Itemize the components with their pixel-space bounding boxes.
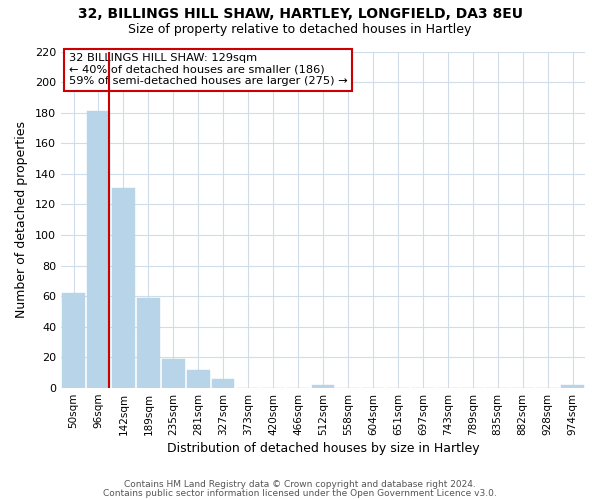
Bar — [187, 370, 209, 388]
Bar — [312, 385, 334, 388]
Bar — [561, 385, 584, 388]
Bar — [112, 188, 134, 388]
Bar — [87, 111, 110, 388]
Bar — [62, 293, 85, 388]
X-axis label: Distribution of detached houses by size in Hartley: Distribution of detached houses by size … — [167, 442, 479, 455]
Bar — [137, 298, 160, 388]
Bar — [212, 379, 235, 388]
Bar — [162, 359, 185, 388]
Text: 32, BILLINGS HILL SHAW, HARTLEY, LONGFIELD, DA3 8EU: 32, BILLINGS HILL SHAW, HARTLEY, LONGFIE… — [77, 8, 523, 22]
Text: Size of property relative to detached houses in Hartley: Size of property relative to detached ho… — [128, 22, 472, 36]
Text: Contains public sector information licensed under the Open Government Licence v3: Contains public sector information licen… — [103, 490, 497, 498]
Text: Contains HM Land Registry data © Crown copyright and database right 2024.: Contains HM Land Registry data © Crown c… — [124, 480, 476, 489]
Text: 32 BILLINGS HILL SHAW: 129sqm
← 40% of detached houses are smaller (186)
59% of : 32 BILLINGS HILL SHAW: 129sqm ← 40% of d… — [69, 53, 347, 86]
Y-axis label: Number of detached properties: Number of detached properties — [15, 122, 28, 318]
